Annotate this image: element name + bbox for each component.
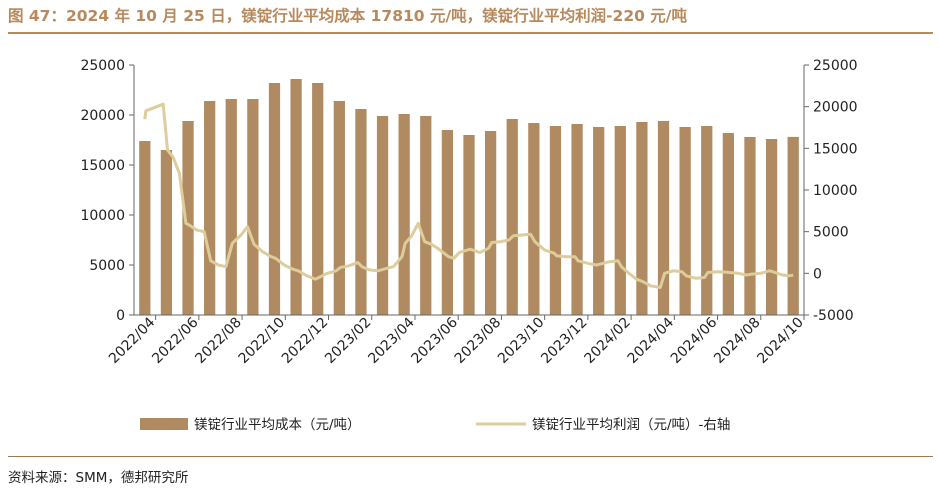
cost-bar-2022-06: [182, 121, 194, 315]
x-tick-label: 2023/08: [452, 315, 504, 367]
x-tick-label: 2022/06: [149, 314, 202, 367]
title-divider: [8, 32, 933, 34]
cost-bar-2022-10: [268, 83, 281, 315]
legend-cost-swatch: [140, 418, 188, 430]
cost-bar-2023-03: [376, 116, 389, 315]
cost-bar-2023-10: [528, 123, 540, 315]
x-tick-label: 2022/10: [236, 315, 288, 367]
line-series: [143, 102, 794, 289]
cost-bar-2022-11: [290, 79, 302, 315]
x-tick-label: 2023/10: [495, 315, 547, 367]
cost-bar-2023-12: [571, 124, 583, 315]
source-note: 资料来源：SMM，德邦研究所: [8, 470, 189, 486]
bar-series: [139, 79, 799, 315]
cost-bar-2023-05: [420, 116, 432, 315]
cost-bar-2023-09: [506, 119, 518, 315]
left-tick-label: 25000: [80, 58, 125, 74]
x-tick-label: 2022/04: [106, 314, 159, 367]
left-tick-label: 10000: [80, 208, 125, 224]
cost-bar-2023-01: [333, 101, 345, 315]
cost-bar-2024-04: [657, 121, 670, 315]
cost-bar-2024-05: [679, 127, 691, 315]
right-tick-label: 25000: [813, 58, 858, 74]
cost-bar-2024-07: [722, 133, 734, 315]
right-tick-label: -5000: [813, 308, 854, 324]
x-tick-label: 2022/08: [192, 315, 244, 367]
cost-bar-2023-06: [441, 130, 454, 315]
x-tick-label: 2024/02: [581, 315, 633, 367]
cost-bar-2024-01: [593, 127, 605, 315]
left-tick-label: 20000: [80, 108, 125, 124]
x-tick-label: 2024/04: [625, 314, 678, 367]
legend-profit-label: 镁锭行业平均利润（元/吨）-右轴: [532, 417, 730, 433]
cost-bar-2022-08: [225, 99, 237, 315]
cost-bar-2022-05: [160, 150, 173, 315]
cost-bar-2024-10: [787, 136, 799, 315]
x-tick-label: 2024/10: [754, 315, 806, 367]
right-tick-label: 10000: [813, 183, 858, 199]
x-tick-label: 2023/04: [365, 314, 418, 367]
x-tick-label: 2023/12: [538, 315, 590, 367]
cost-bar-2023-02: [355, 109, 367, 315]
cost-bar-2024-06: [701, 126, 713, 315]
left-tick-label: 15000: [80, 158, 125, 174]
x-tick-label: 2024/08: [711, 315, 763, 367]
right-tick-label: 5000: [813, 225, 849, 241]
x-tick-label: 2023/06: [409, 314, 462, 367]
cost-bar-2022-04: [139, 141, 151, 315]
cost-bar-2024-03: [636, 122, 648, 315]
cost-bar-2023-11: [549, 126, 562, 315]
x-tick-label: 2023/02: [322, 315, 374, 367]
cost-bar-2022-09: [247, 99, 259, 315]
right-tick-label: 0: [813, 266, 822, 282]
profit-line: [143, 102, 794, 289]
left-tick-label: 0: [116, 308, 125, 324]
cost-bar-2023-08: [484, 131, 497, 315]
right-tick-label: 20000: [813, 100, 858, 116]
legend-cost-label: 镁锭行业平均成本（元/吨）: [194, 417, 361, 433]
footer-divider: [8, 456, 933, 457]
x-tick-label: 2024/06: [668, 314, 721, 367]
chart-title: 图 47：2024 年 10 月 25 日，镁锭行业平均成本 17810 元/吨…: [8, 7, 687, 25]
cost-bar-2023-04: [398, 114, 410, 315]
left-tick-label: 5000: [89, 258, 125, 274]
cost-bar-2024-02: [614, 126, 626, 315]
legend: 镁锭行业平均成本（元/吨） 镁锭行业平均利润（元/吨）-右轴: [140, 417, 730, 433]
cost-bar-2023-07: [463, 135, 475, 315]
cost-bar-2024-08: [744, 137, 756, 315]
cost-bar-2024-09: [765, 139, 778, 315]
right-tick-label: 15000: [813, 141, 858, 157]
cost-bar-2022-07: [204, 101, 216, 315]
x-tick-label: 2022/12: [279, 315, 331, 367]
cost-bar-2022-12: [312, 83, 324, 315]
